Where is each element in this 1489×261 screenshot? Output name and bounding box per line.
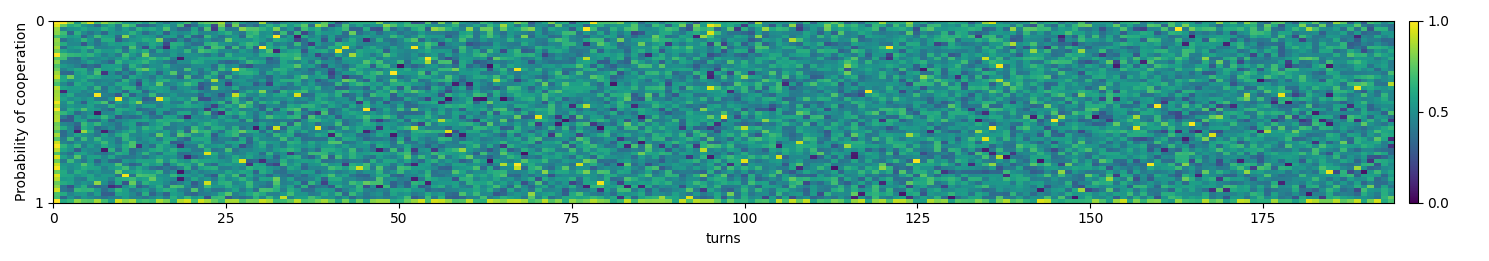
Y-axis label: Probability of cooperation: Probability of cooperation	[15, 22, 28, 201]
X-axis label: turns: turns	[706, 232, 742, 246]
